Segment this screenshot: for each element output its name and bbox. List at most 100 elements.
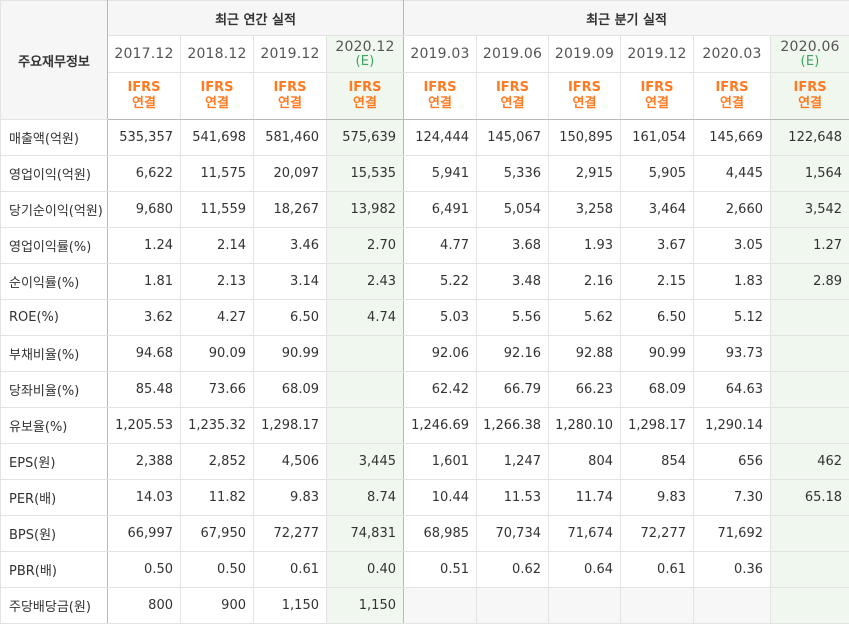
period-label: 2018.12 — [187, 46, 247, 62]
estimate-marker: (E) — [800, 53, 820, 69]
quarterly-value-cell: 90.99 — [620, 335, 694, 372]
annual-value-cell: 1.81 — [107, 263, 181, 300]
annual-value-cell: 4.74 — [326, 299, 404, 336]
standard-consolidated: 연결 — [353, 96, 377, 111]
annual-value-cell: 11.82 — [180, 479, 254, 516]
row-label: BPS(원) — [0, 515, 108, 552]
quarterly-value-cell: 1,601 — [403, 443, 477, 480]
annual-value-cell: 3.14 — [253, 263, 327, 300]
quarterly-value-cell: 1,298.17 — [620, 407, 694, 444]
quarterly-value-cell: 71,692 — [693, 515, 771, 552]
quarterly-value-cell: 4.77 — [403, 227, 477, 264]
standard-ifrs: IFRS — [200, 80, 234, 95]
row-label: 순이익률(%) — [0, 263, 108, 300]
annual-value-cell: 4,506 — [253, 443, 327, 480]
quarterly-value-cell: 124,444 — [403, 119, 477, 156]
standard-consolidated: 연결 — [572, 96, 597, 111]
quarterly-value-cell: 0.62 — [476, 551, 549, 588]
annual-value-cell: 6.50 — [253, 299, 327, 336]
standard-ifrs: IFRS — [495, 80, 530, 95]
standard-ifrs: IFRS — [567, 80, 602, 95]
quarterly-value-cell: 3.67 — [620, 227, 694, 264]
annual-value-cell — [326, 371, 404, 408]
quarterly-value-cell: 1.27 — [769, 227, 849, 264]
annual-value-cell: 0.50 — [180, 551, 254, 588]
accounting-standard: IFRS 연결 — [253, 72, 327, 120]
annual-value-cell — [326, 335, 404, 372]
annual-value-cell: 20,097 — [253, 155, 327, 192]
quarterly-value-cell: 70,734 — [476, 515, 549, 552]
quarterly-value-cell: 5,336 — [476, 155, 549, 192]
quarterly-value-cell — [769, 371, 849, 408]
annual-value-cell: 85.48 — [107, 371, 181, 408]
quarterly-value-cell: 2,660 — [693, 191, 771, 228]
quarterly-value-cell: 5.22 — [403, 263, 477, 300]
period-header: 2020.06 (E) — [769, 35, 849, 73]
accounting-standard: IFRS 연결 — [180, 72, 254, 120]
quarterly-value-cell — [769, 407, 849, 444]
annual-value-cell: 3,445 — [326, 443, 404, 480]
annual-value-cell: 74,831 — [326, 515, 404, 552]
accounting-standard: IFRS 연결 — [476, 72, 549, 120]
annual-value-cell — [326, 407, 404, 444]
period-header: 2019.06 — [476, 35, 549, 73]
annual-value-cell: 0.40 — [326, 551, 404, 588]
annual-value-cell: 6,622 — [107, 155, 181, 192]
standard-consolidated: 연결 — [798, 96, 822, 111]
quarterly-value-cell: 145,067 — [476, 119, 549, 156]
quarterly-value-cell: 65.18 — [769, 479, 849, 516]
quarterly-value-cell: 0.61 — [620, 551, 694, 588]
quarterly-value-cell: 6.50 — [620, 299, 694, 336]
period-label: 2020.06 — [780, 38, 840, 55]
period-header: 2019.12 — [620, 35, 694, 73]
standard-consolidated: 연결 — [645, 96, 669, 111]
accounting-standard: IFRS 연결 — [403, 72, 477, 120]
annual-results-header: 최근 연간 실적 — [107, 0, 404, 36]
row-header-title: 주요재무정보 — [0, 0, 108, 120]
accounting-standard: IFRS 연결 — [326, 72, 404, 120]
row-label: 영업이익률(%) — [0, 227, 108, 264]
standard-consolidated: 연결 — [720, 96, 744, 111]
annual-value-cell: 94.68 — [107, 335, 181, 372]
row-label: 부채비율(%) — [0, 335, 108, 372]
annual-value-cell: 4.27 — [180, 299, 254, 336]
quarterly-value-cell: 7.30 — [693, 479, 771, 516]
annual-value-cell: 8.74 — [326, 479, 404, 516]
accounting-standard: IFRS 연결 — [620, 72, 694, 120]
annual-value-cell: 575,639 — [326, 119, 404, 156]
period-header: 2019.12 — [253, 35, 327, 73]
quarterly-value-cell — [769, 335, 849, 372]
quarterly-value-cell: 68,985 — [403, 515, 477, 552]
estimate-marker: (E) — [355, 53, 375, 69]
annual-value-cell: 1,205.53 — [107, 407, 181, 444]
quarterly-value-cell: 3,542 — [769, 191, 849, 228]
annual-value-cell: 15,535 — [326, 155, 404, 192]
standard-ifrs: IFRS — [423, 80, 457, 95]
row-label: ROE(%) — [0, 299, 108, 336]
quarterly-value-cell: 5,905 — [620, 155, 694, 192]
annual-value-cell: 73.66 — [180, 371, 254, 408]
quarterly-value-cell: 68.09 — [620, 371, 694, 408]
quarterly-value-cell — [693, 587, 771, 624]
quarterly-value-cell: 6,491 — [403, 191, 477, 228]
annual-value-cell: 90.09 — [180, 335, 254, 372]
quarterly-value-cell: 4,445 — [693, 155, 771, 192]
quarterly-value-cell: 92.88 — [548, 335, 621, 372]
quarterly-value-cell: 1,290.14 — [693, 407, 771, 444]
table-row: PER(배) 14.03 11.82 9.83 8.74 10.44 11.53 11.74 9… — [0, 479, 849, 516]
quarterly-value-cell: 5.62 — [548, 299, 621, 336]
period-label: 2019.06 — [482, 46, 543, 62]
quarterly-value-cell: 5,054 — [476, 191, 549, 228]
quarterly-value-cell: 71,674 — [548, 515, 621, 552]
quarterly-value-cell — [476, 587, 549, 624]
annual-value-cell: 800 — [107, 587, 181, 624]
quarterly-value-cell: 9.83 — [620, 479, 694, 516]
quarterly-value-cell: 2.89 — [769, 263, 849, 300]
period-label: 2019.09 — [554, 46, 615, 62]
annual-value-cell: 11,559 — [180, 191, 254, 228]
standard-consolidated: 연결 — [132, 96, 156, 111]
quarterly-value-cell: 2.15 — [620, 263, 694, 300]
quarterly-value-cell: 62.42 — [403, 371, 477, 408]
table-row: 주당배당금(원) 800 900 1,150 1,150 — [0, 587, 849, 624]
quarterly-value-cell — [620, 587, 694, 624]
